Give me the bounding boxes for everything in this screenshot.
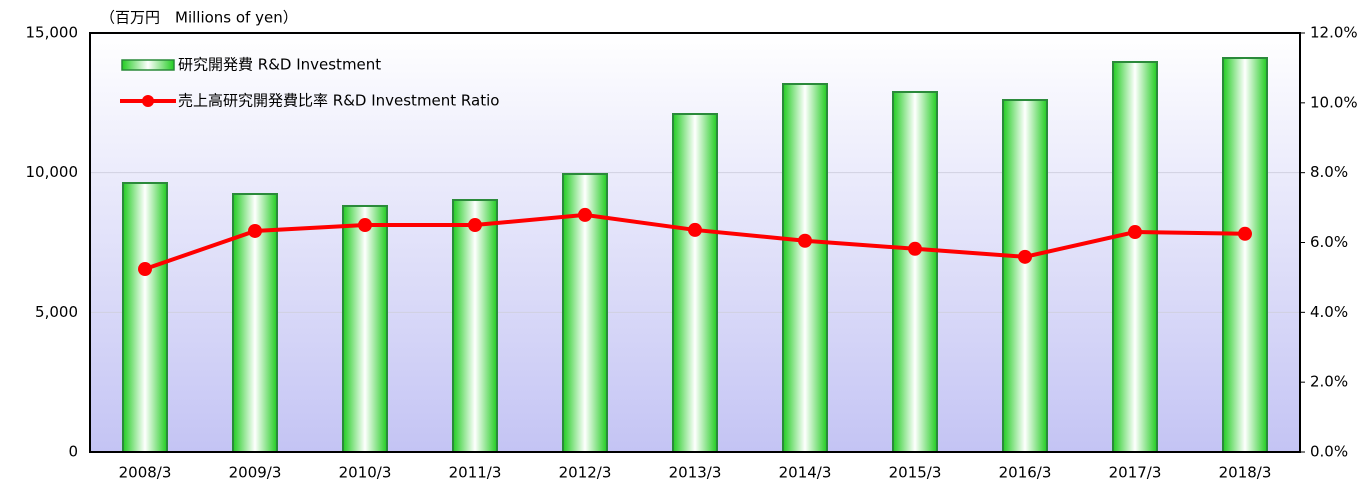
bar	[1222, 57, 1268, 453]
x-tick-label: 2013/3	[669, 464, 722, 482]
legend-marker	[142, 95, 154, 107]
legend-label: 売上高研究開発費比率 R&D Investment Ratio	[178, 92, 499, 110]
y2-tick-label: 0.0%	[1310, 443, 1348, 461]
line-marker	[1128, 225, 1142, 240]
line-marker	[1238, 226, 1252, 241]
y2-tick-label: 4.0%	[1310, 303, 1348, 321]
y-tick-label: 15,000	[26, 24, 79, 42]
x-tick-label: 2014/3	[779, 464, 832, 482]
line-marker	[1018, 249, 1032, 264]
legend-swatch	[121, 59, 175, 71]
line-marker	[908, 241, 922, 256]
x-tick-label: 2018/3	[1219, 464, 1272, 482]
line-marker	[578, 207, 592, 222]
y-tick-label: 5,000	[35, 303, 78, 321]
line-marker	[468, 218, 482, 233]
y2-tick-label: 6.0%	[1310, 233, 1348, 251]
y2-tick-label: 12.0%	[1310, 24, 1358, 42]
bar	[1112, 60, 1158, 453]
bar	[672, 113, 718, 454]
line-marker	[248, 223, 262, 238]
bar	[1002, 99, 1048, 454]
bar	[452, 199, 498, 453]
x-tick-label: 2011/3	[449, 464, 502, 482]
bar	[122, 182, 168, 453]
bar	[782, 83, 828, 454]
line-marker	[688, 222, 702, 237]
x-tick-label: 2008/3	[119, 464, 172, 482]
x-tick-label: 2016/3	[999, 464, 1052, 482]
y2-tick-label: 2.0%	[1310, 373, 1348, 391]
x-tick-label: 2010/3	[339, 464, 392, 482]
y2-tick-label: 10.0%	[1310, 93, 1358, 111]
axis-unit-label: （百万円 Millions of yen）	[100, 9, 298, 27]
legend-label: 研究開発費 R&D Investment	[178, 56, 381, 74]
line-marker	[358, 218, 372, 233]
line-marker	[798, 233, 812, 248]
line-marker	[138, 262, 152, 277]
bar	[892, 90, 938, 453]
x-tick-label: 2012/3	[559, 464, 612, 482]
bar	[342, 204, 388, 453]
x-tick-label: 2015/3	[889, 464, 942, 482]
y-tick-label: 10,000	[26, 163, 79, 181]
x-tick-label: 2017/3	[1109, 464, 1162, 482]
y2-tick-label: 8.0%	[1310, 163, 1348, 181]
x-tick-label: 2009/3	[229, 464, 282, 482]
y-tick-label: 0	[68, 443, 78, 461]
plot-border	[89, 32, 1301, 453]
